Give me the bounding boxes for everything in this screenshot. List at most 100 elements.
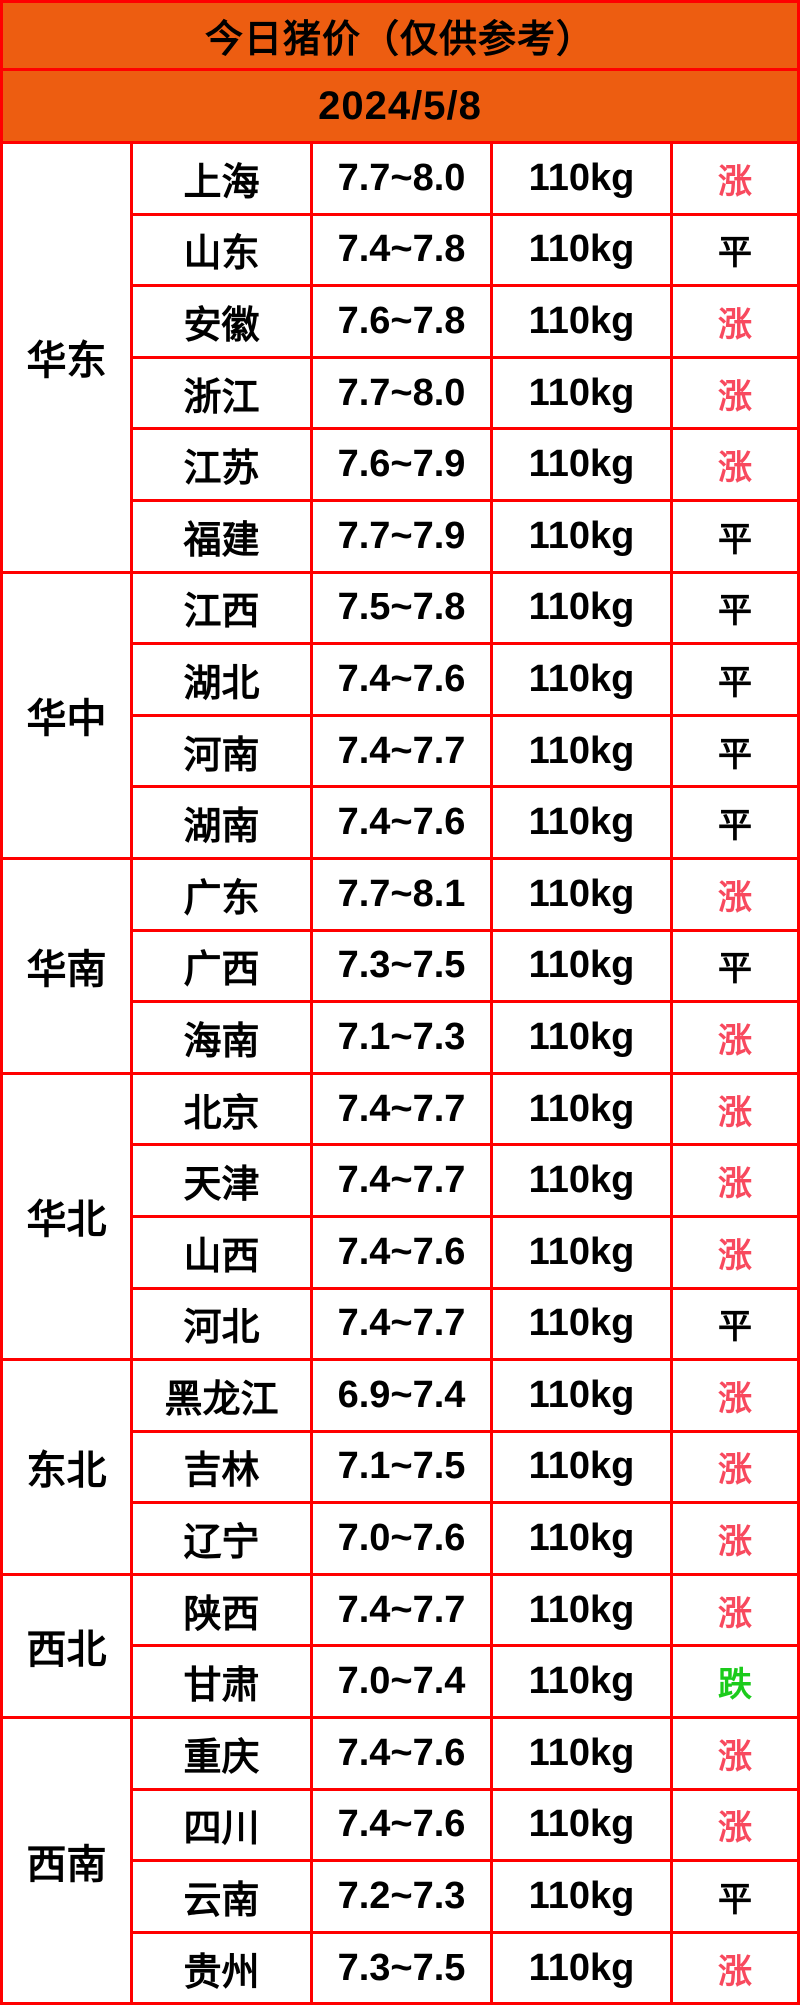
table-row: 山东 7.4~7.8 110kg 平 [2,212,800,288]
table-row: 华南 广东 7.7~8.1 110kg 涨 [0,856,800,1075]
trend-cell: 涨 [669,1071,800,1147]
trend-cell: 涨 [669,355,800,431]
price-range-cell: 7.4~7.8 [310,212,493,288]
weight-cell: 110kg [490,642,673,717]
trend-cell: 平 [669,1859,800,1934]
trend-cell: 平 [669,1286,800,1362]
table-row: 西北 陕西 7.4~7.7 110kg 涨 [0,1572,800,1720]
weight-cell: 110kg [490,1071,673,1147]
trend-cell: 平 [669,713,800,789]
weight-cell: 110kg [490,427,673,502]
province-cell: 黑龙江 [130,1358,313,1433]
weight-cell: 110kg [490,1716,673,1791]
province-cell: 湖南 [130,785,313,860]
trend-cell: 涨 [669,427,800,502]
province-cell: 湖北 [130,642,313,717]
trend-cell: 涨 [669,1000,800,1075]
table-row: 广西 7.3~7.5 110kg 平 [2,928,800,1004]
province-cell: 四川 [130,1787,313,1863]
price-range-cell: 6.9~7.4 [310,1358,493,1433]
trend-cell: 平 [669,570,800,646]
province-cell: 辽宁 [130,1501,313,1576]
weight-cell: 110kg [490,355,673,431]
trend-cell: 涨 [669,1358,800,1433]
weight-cell: 110kg [490,1358,673,1433]
region-cell: 华东 [0,141,133,574]
price-range-cell: 7.4~7.7 [310,1071,493,1147]
price-range-cell: 7.7~7.9 [310,498,493,574]
table-row: 甘肃 7.0~7.4 110kg 跌 [2,1644,800,1720]
trend-cell: 平 [669,928,800,1004]
trend-cell: 涨 [669,1572,800,1648]
province-cell: 江苏 [130,427,313,502]
trend-cell: 平 [669,212,800,288]
table-date: 2024/5/8 [0,68,800,144]
price-range-cell: 7.7~8.1 [310,856,493,932]
province-cell: 广东 [130,856,313,932]
table-row: 吉林 7.1~7.5 110kg 涨 [2,1429,800,1505]
price-range-cell: 7.4~7.6 [310,1787,493,1863]
trend-cell: 平 [669,498,800,574]
table-row: 海南 7.1~7.3 110kg 涨 [2,1000,800,1075]
weight-cell: 110kg [490,1930,673,2006]
price-range-cell: 7.1~7.3 [310,1000,493,1075]
province-cell: 河南 [130,713,313,789]
price-range-cell: 7.5~7.8 [310,570,493,646]
province-cell: 山东 [130,212,313,288]
price-range-cell: 7.0~7.6 [310,1501,493,1576]
trend-cell: 涨 [669,1143,800,1218]
trend-cell: 涨 [669,1214,800,1290]
trend-cell: 涨 [669,856,800,932]
price-range-cell: 7.4~7.6 [310,785,493,860]
price-range-cell: 7.4~7.6 [310,1716,493,1791]
table-row: 华中 江西 7.5~7.8 110kg 平 [0,570,800,860]
region-cell: 华北 [0,1071,133,1362]
price-range-cell: 7.2~7.3 [310,1859,493,1934]
province-cell: 上海 [130,141,313,216]
weight-cell: 110kg [490,1429,673,1505]
table-title: 今日猪价（仅供参考） [0,0,800,71]
price-range-cell: 7.7~8.0 [310,355,493,431]
price-range-cell: 7.1~7.5 [310,1429,493,1505]
table-row: 山西 7.4~7.6 110kg 涨 [2,1214,800,1290]
weight-cell: 110kg [490,785,673,860]
table-row: 江苏 7.6~7.9 110kg 涨 [2,427,800,502]
price-range-cell: 7.6~7.9 [310,427,493,502]
province-cell: 甘肃 [130,1644,313,1720]
trend-cell: 涨 [669,284,800,359]
province-cell: 吉林 [130,1429,313,1505]
weight-cell: 110kg [490,141,673,216]
price-range-cell: 7.6~7.8 [310,284,493,359]
weight-cell: 110kg [490,1214,673,1290]
price-range-cell: 7.4~7.7 [310,1143,493,1218]
table-row: 福建 7.7~7.9 110kg 平 [2,498,800,574]
province-cell: 陕西 [130,1572,313,1648]
date-row: 2024/5/8 [0,68,800,144]
weight-cell: 110kg [490,1000,673,1075]
province-cell: 广西 [130,928,313,1004]
price-range-cell: 7.7~8.0 [310,141,493,216]
province-cell: 重庆 [130,1716,313,1791]
weight-cell: 110kg [490,928,673,1004]
trend-cell: 涨 [669,1429,800,1505]
price-range-cell: 7.4~7.7 [310,1286,493,1362]
weight-cell: 110kg [490,498,673,574]
table-row: 河北 7.4~7.7 110kg 平 [2,1286,800,1362]
trend-cell: 涨 [669,141,800,216]
table-row: 华北 北京 7.4~7.7 110kg 涨 [0,1071,800,1362]
province-cell: 河北 [130,1286,313,1362]
trend-cell: 涨 [669,1930,800,2006]
table-row: 河南 7.4~7.7 110kg 平 [2,713,800,789]
table-row: 贵州 7.3~7.5 110kg 涨 [2,1930,800,2006]
province-cell: 云南 [130,1859,313,1934]
table-row: 四川 7.4~7.6 110kg 涨 [2,1787,800,1863]
price-range-cell: 7.3~7.5 [310,1930,493,2006]
weight-cell: 110kg [490,212,673,288]
table-row: 西南 重庆 7.4~7.6 110kg 涨 [0,1716,800,2006]
trend-cell: 涨 [669,1501,800,1576]
province-cell: 贵州 [130,1930,313,2006]
weight-cell: 110kg [490,1859,673,1934]
weight-cell: 110kg [490,856,673,932]
table-row: 湖北 7.4~7.6 110kg 平 [2,642,800,717]
